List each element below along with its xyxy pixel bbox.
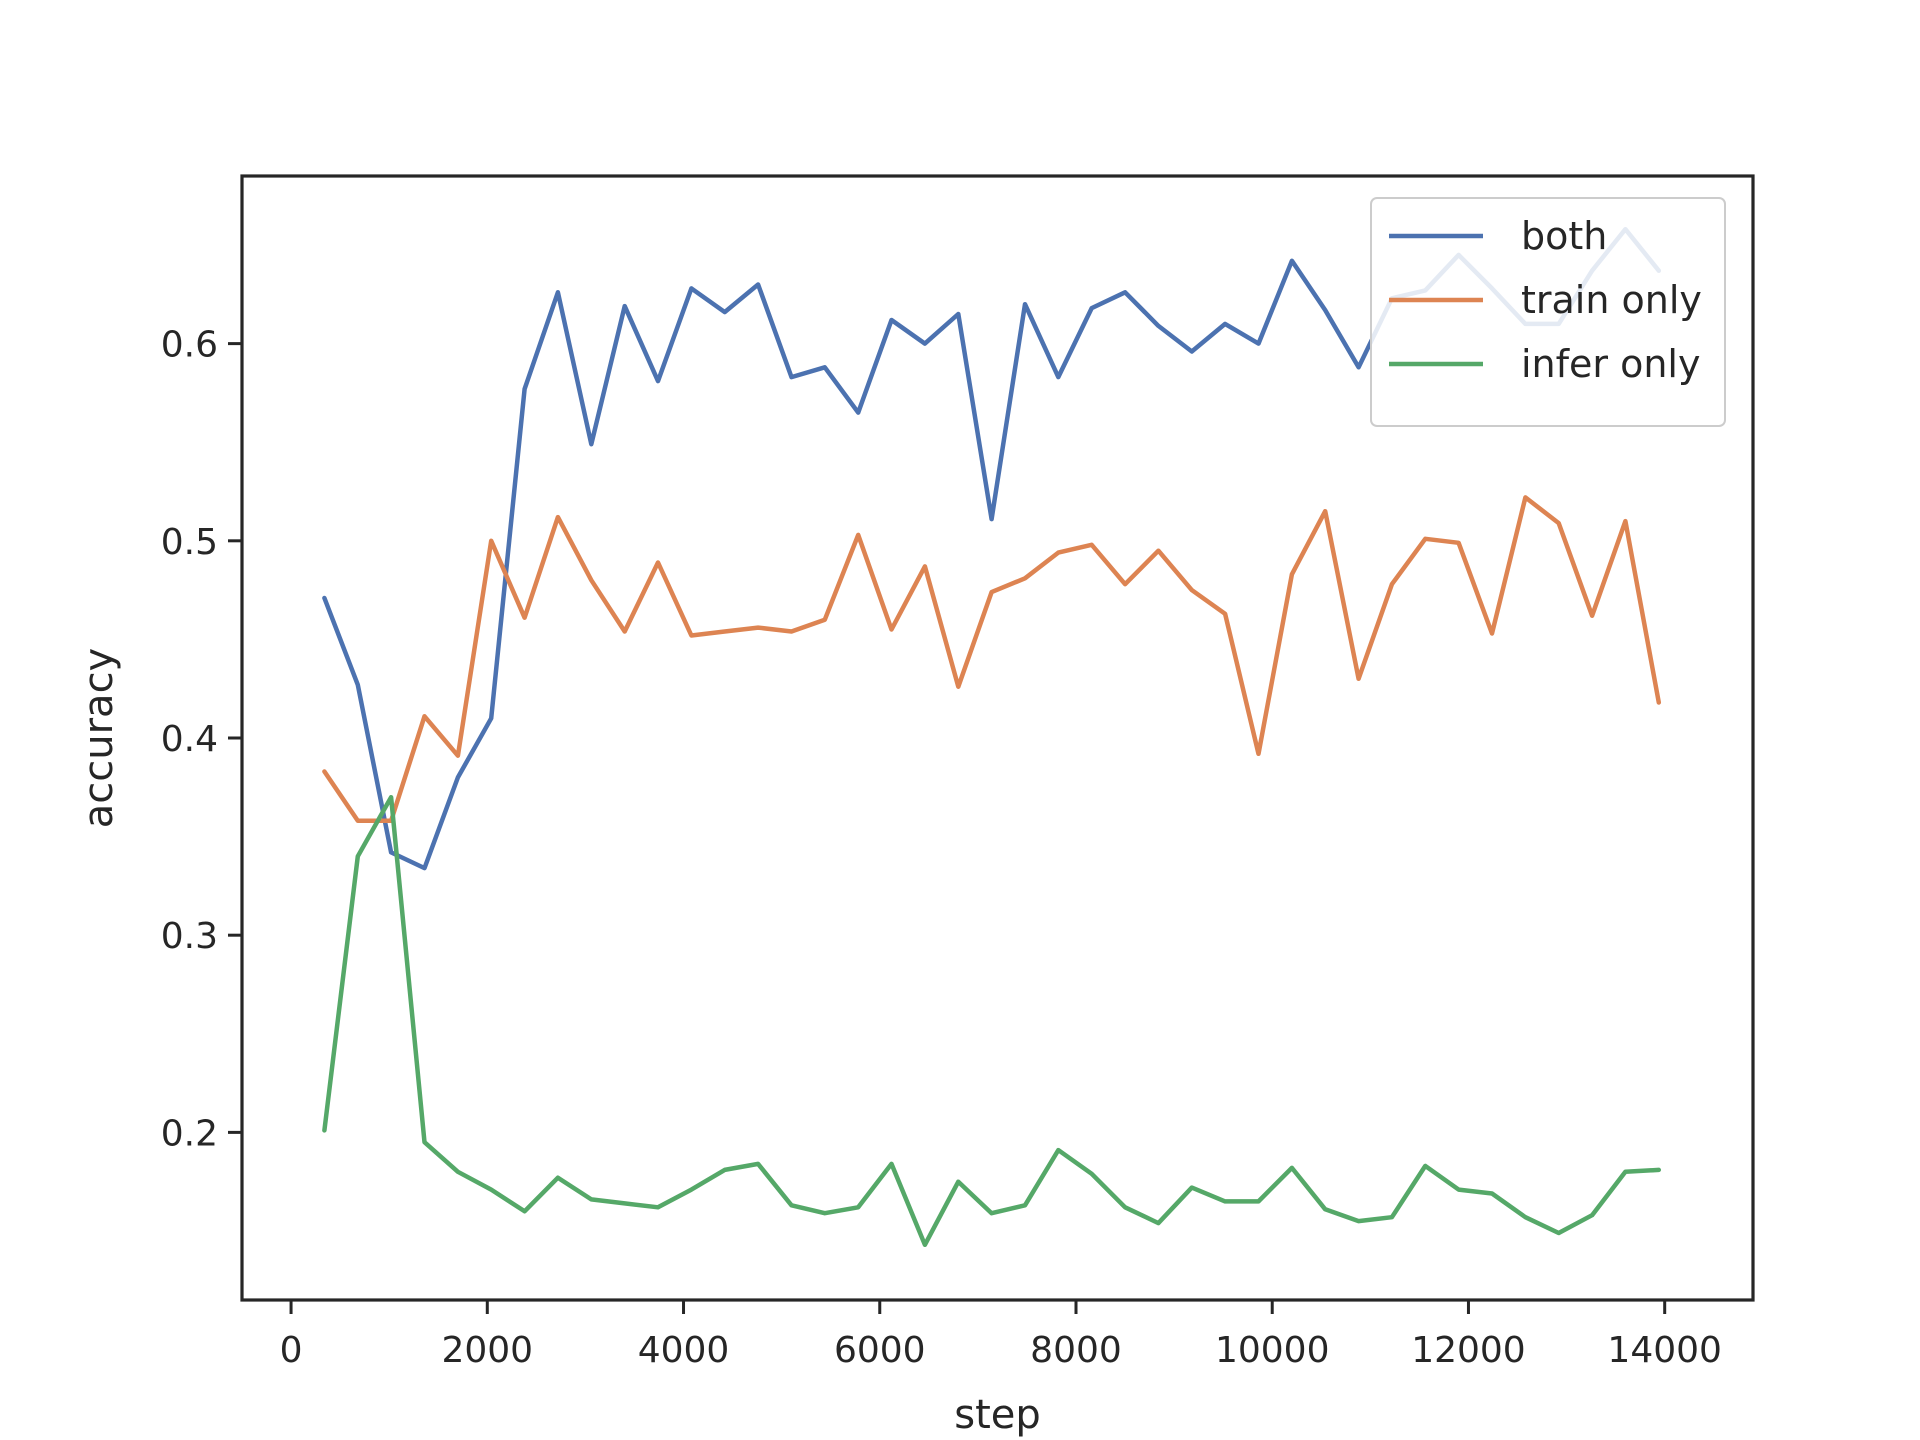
legend-label-1: train only [1521,278,1702,322]
y-tick-label: 0.5 [161,522,218,563]
legend-label-2: infer only [1521,342,1700,386]
y-tick-label: 0.6 [161,325,218,366]
axis-ticks: 0 2000 4000 6000 8000 10000 12000 14000 0.2 0.3 0.… [161,325,1722,1371]
y-tick-label: 0.2 [161,1113,218,1154]
x-axis-label: step [954,1392,1041,1438]
x-tick-label: 14000 [1607,1330,1722,1371]
y-tick-label: 0.4 [161,719,218,760]
x-tick-label: 6000 [834,1330,926,1371]
x-tick-label: 10000 [1215,1330,1330,1371]
legend-box [1370,197,1726,427]
x-tick-label: 4000 [638,1330,730,1371]
x-tick-label: 12000 [1411,1330,1526,1371]
x-tick-label: 0 [280,1330,303,1371]
series-line-2 [322,794,1662,1248]
legend: both train only infer only [1370,197,1726,427]
y-tick-label: 0.3 [161,916,218,957]
series-line-1 [322,495,1662,824]
y-axis-label: accuracy [76,648,122,828]
x-tick-label: 2000 [441,1330,533,1371]
x-tick-label: 8000 [1030,1330,1122,1371]
legend-label-0: both [1521,214,1607,258]
